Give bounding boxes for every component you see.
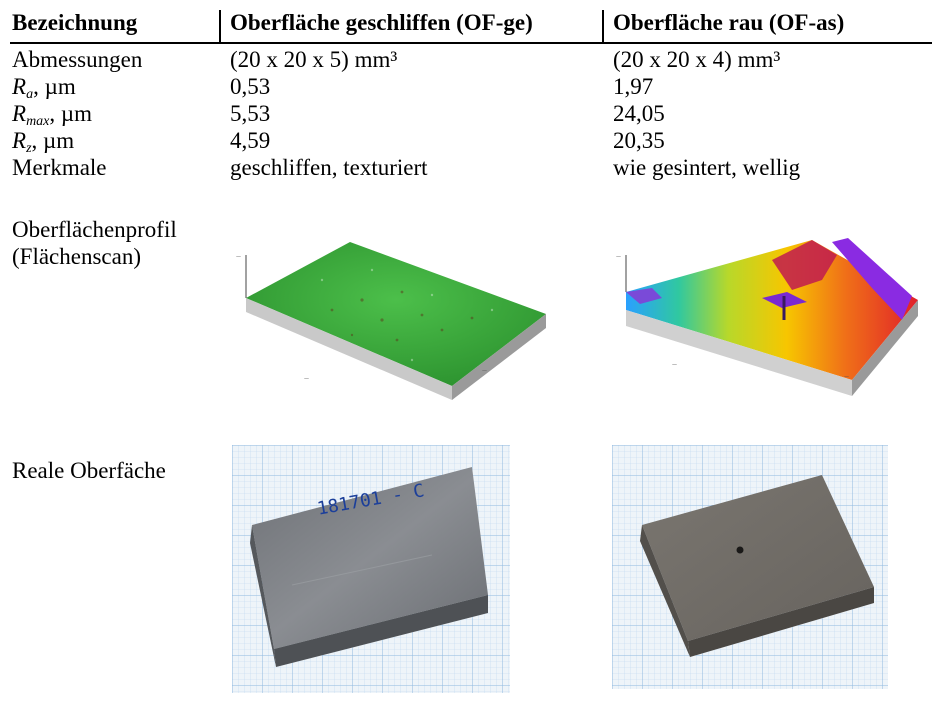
rz-symbol: R xyxy=(12,128,27,153)
svg-text:—: — xyxy=(236,254,241,260)
header-oberflaeche-geschliffen: Oberfläche geschliffen (OF-ge) xyxy=(230,10,533,35)
photo-ge: 181701 - C xyxy=(232,445,510,693)
row-ra-ge: 0,53 xyxy=(230,74,271,99)
row-abmessungen-as: (20 x 20 x 4) mm³ xyxy=(613,47,781,72)
ra-symbol: R xyxy=(12,74,27,99)
row-rz-ge: 4,59 xyxy=(230,128,271,153)
header-divider-2 xyxy=(602,10,604,43)
rmax-symbol: R xyxy=(12,101,27,126)
rmax-unit: , µm xyxy=(49,101,93,126)
row-ra-label: Ra, µm xyxy=(12,74,76,107)
profile-label-line2: (Flächenscan) xyxy=(12,244,141,269)
header-oberflaeche-rau: Oberfläche rau (OF-as) xyxy=(613,10,845,35)
rmax-subscript: max xyxy=(26,114,50,129)
header-rule xyxy=(10,42,932,44)
ra-unit: , µm xyxy=(33,74,76,99)
row-abmessungen-label: Abmessungen xyxy=(12,47,143,72)
row-rz-label: Rz, µm xyxy=(12,128,74,161)
svg-text:—: — xyxy=(482,368,487,374)
rz-subscript: z xyxy=(26,141,32,156)
row-rmax-label: Rmax, µm xyxy=(12,101,92,134)
real-surface-label: Reale Oberfäche xyxy=(12,458,166,483)
row-merkmale-as: wie gesintert, wellig xyxy=(613,155,801,180)
header-bezeichnung: Bezeichnung xyxy=(12,10,138,35)
row-rmax-ge: 5,53 xyxy=(230,101,271,126)
row-rmax-as: 24,05 xyxy=(613,101,665,126)
rz-unit: , µm xyxy=(31,128,75,153)
row-abmessungen-ge: (20 x 20 x 5) mm³ xyxy=(230,47,398,72)
photo-as xyxy=(612,445,888,689)
row-rz-as: 20,35 xyxy=(613,128,665,153)
row-ra-as: 1,97 xyxy=(613,74,654,99)
header-divider-1 xyxy=(219,10,221,43)
surface-scan-ge: — — — xyxy=(232,200,552,430)
surface-scan-as: — — — xyxy=(612,200,932,430)
svg-text:—: — xyxy=(616,254,621,260)
row-merkmale-label: Merkmale xyxy=(12,155,107,180)
svg-text:—: — xyxy=(672,362,677,368)
svg-text:—: — xyxy=(844,374,849,380)
profile-label-line1: Oberflächenprofil xyxy=(12,217,177,242)
svg-text:—: — xyxy=(304,376,309,382)
row-merkmale-ge: geschliffen, texturiert xyxy=(230,155,428,180)
ra-subscript: a xyxy=(26,87,34,102)
